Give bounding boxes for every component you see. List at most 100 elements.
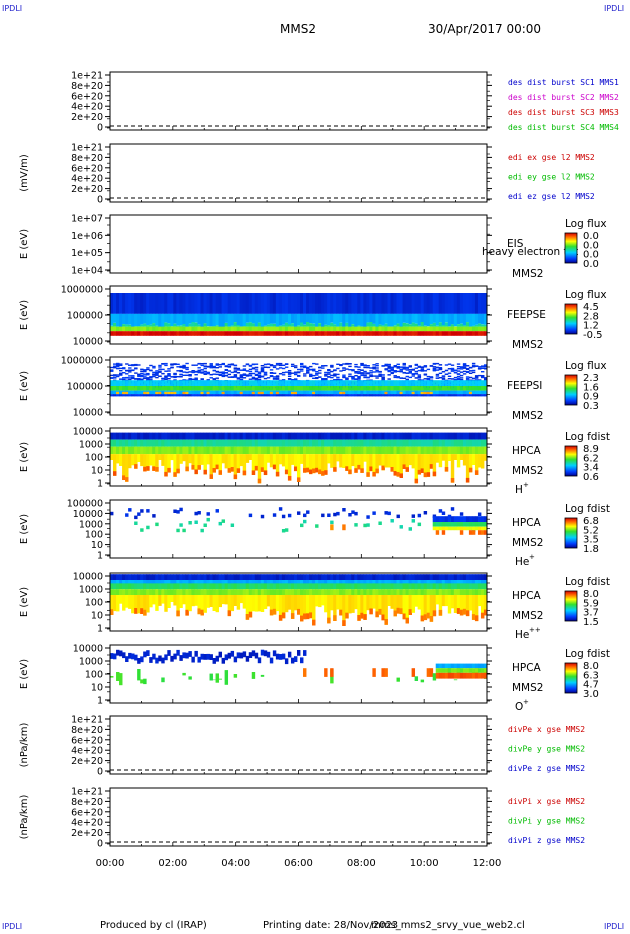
panel-7-colorbar-tick: 1.8 [583, 544, 599, 555]
panel-5-spectrogram-cell [239, 386, 244, 391]
panel-5-spectrogram-cell [119, 390, 123, 395]
panel-8-spectrogram-cell [396, 607, 400, 614]
panel-5-spectrogram-cell [450, 390, 455, 395]
panel-6-spectrogram-cell [284, 469, 289, 475]
panel-8-spectrogram-cell [110, 609, 114, 615]
panel-4-spectrogram-cell [483, 293, 488, 314]
panel-4-spectrogram-cell [173, 326, 177, 332]
panel-8-spectrogram-cell [306, 580, 310, 584]
panel-4-spectrogram-cell [182, 313, 186, 324]
panel-8-spectrogram-cell [272, 583, 277, 590]
panel-5-spectrogram-cell [236, 390, 241, 395]
panel-5-spectrogram-cell [309, 394, 313, 397]
panel-5-spectrogram-cell [200, 386, 204, 391]
panel-5-spectrogram-cell [233, 375, 238, 377]
panel-5-spectrogram-cell [303, 375, 307, 377]
panel-5-spectrogram-cell [191, 364, 195, 366]
panel-6-spectrogram-cell [447, 432, 452, 440]
panel-9-spectrogram-cell [206, 653, 210, 660]
panel-5-spectrogram-cell [327, 369, 331, 371]
panel-6-spectrogram-cell [324, 470, 328, 475]
panel-4-spectrogram-cell [381, 325, 385, 327]
panel-4-spectrogram-cell [453, 326, 458, 332]
panel-5-spectrogram-cell [254, 374, 259, 376]
panel-4-spectrogram-cell [453, 293, 458, 314]
panel-6-spectrogram-cell [372, 454, 376, 477]
panel-5-spectrogram-cell [414, 370, 419, 373]
panel-8-spectrogram-cell [197, 589, 201, 595]
panel-9-spectrogram-cell [254, 652, 259, 659]
panel-6-spectrogram-cell [474, 446, 479, 455]
panel-5-spectrogram-cell [342, 386, 346, 391]
panel-5-spectrogram-cell [173, 394, 177, 397]
panel-4-spectrogram-cell [284, 326, 289, 332]
panel-5-spectrogram-cell [272, 386, 277, 391]
panel-8-spectrogram-cell [339, 580, 343, 584]
panel-4-spectrogram-cell [284, 331, 289, 336]
panel-10-ytick-label: 8e+20 [71, 725, 103, 736]
panel-2-ytick-label: 4e+20 [71, 174, 103, 185]
panel-5-spectrogram-cell [257, 371, 262, 373]
panel-6-spectrogram-cell [333, 454, 337, 472]
panel-9-spectrogram-cell [441, 668, 446, 673]
panel-6-spectrogram-cell [167, 454, 171, 473]
panel-6-spectrogram-cell [191, 446, 195, 455]
panel-6-spectrogram-cell [309, 454, 313, 475]
panel-5-spectrogram-cell [254, 390, 259, 395]
panel-5-spectrogram-cell [260, 369, 265, 371]
panel-4-spectrogram-cell [281, 313, 286, 325]
panel-4-spectrogram-cell [134, 293, 138, 314]
panel-5-spectrogram-cell [465, 378, 470, 380]
panel-8-spectrogram-cell [161, 583, 165, 590]
panel-4-spectrogram-cell [369, 313, 373, 322]
panel-5-spectrogram-cell [411, 373, 416, 375]
panel-4-spectrogram-cell [447, 326, 452, 332]
panel-9-spectrogram-cell [435, 663, 440, 669]
panel-4-spectrogram-cell [429, 326, 434, 332]
panel-6-spectrogram-cell [321, 446, 325, 455]
panel-5-spectrogram-cell [122, 377, 126, 379]
panel-5-spectrogram-cell [423, 380, 428, 386]
panel-8-spectrogram-cell [212, 589, 216, 595]
panel-4-spectrogram-cell [393, 293, 397, 314]
panel-4-spectrogram-cell [161, 326, 165, 332]
panel-5-spectrogram-cell [290, 394, 295, 397]
panel-6-spectrogram-cell [375, 454, 379, 474]
panel-5-spectrogram-cell [360, 380, 364, 386]
panel-4-spectrogram-cell [296, 325, 301, 327]
panel-4-spectrogram-cell [116, 326, 120, 332]
panel-7-spectrogram-cell [281, 514, 286, 519]
panel-8-spectrogram-cell [194, 595, 198, 606]
panel-8-spectrogram-cell [116, 589, 120, 595]
panel-5-spectrogram-cell [284, 371, 289, 373]
panel-5-spectrogram-cell [197, 367, 201, 369]
panel-6-spectrogram-cell [191, 454, 195, 470]
panel-6-spectrogram-cell [287, 439, 292, 447]
panel-8-spectrogram-cell [203, 595, 207, 613]
panel-8-spectrogram-cell [263, 589, 268, 595]
panel-5-spectrogram-cell [125, 380, 129, 386]
panel-3-colorbar-tick: 0.0 [583, 231, 599, 242]
panel-9-spectrogram-cell [480, 663, 485, 669]
panel-8-spectrogram-cell [185, 609, 189, 616]
panel-8-spectrogram-cell [450, 589, 455, 595]
panel-6-spectrogram-cell [468, 467, 473, 473]
panel-4-spectrogram-cell [420, 331, 425, 336]
panel-4-spectrogram-cell [197, 331, 201, 336]
panel-7-spectrogram-cell [483, 522, 488, 527]
panel-5-spectrogram-cell [128, 377, 132, 379]
panel-5-spectrogram-cell [149, 390, 153, 395]
panel-5-spectrogram-cell [318, 380, 322, 386]
panel-5-spectrogram-cell [290, 372, 295, 374]
panel-6-spectrogram-cell [260, 439, 265, 447]
panel-5-spectrogram-cell [242, 374, 247, 376]
panel-8-spectrogram-cell [465, 610, 470, 617]
panel-4-spectrogram-cell [363, 313, 367, 328]
panel-5-spectrogram-cell [309, 375, 313, 378]
panel-4-spectrogram-cell [366, 322, 370, 327]
panel-6-spectrogram-cell [309, 432, 313, 440]
panel-6-spectrogram-cell [290, 439, 295, 447]
panel-6-spectrogram-cell [342, 432, 346, 440]
panel-7-ytick-label: 10 [91, 540, 103, 551]
panel-5-spectrogram-cell [224, 380, 229, 386]
